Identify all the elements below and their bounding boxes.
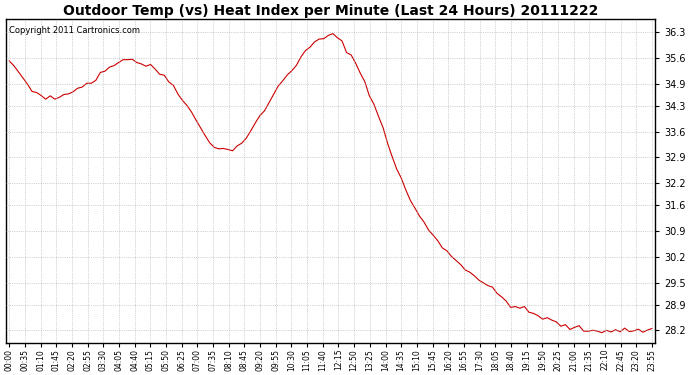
Text: Copyright 2011 Cartronics.com: Copyright 2011 Cartronics.com xyxy=(10,26,140,35)
Title: Outdoor Temp (vs) Heat Index per Minute (Last 24 Hours) 20111222: Outdoor Temp (vs) Heat Index per Minute … xyxy=(63,4,598,18)
